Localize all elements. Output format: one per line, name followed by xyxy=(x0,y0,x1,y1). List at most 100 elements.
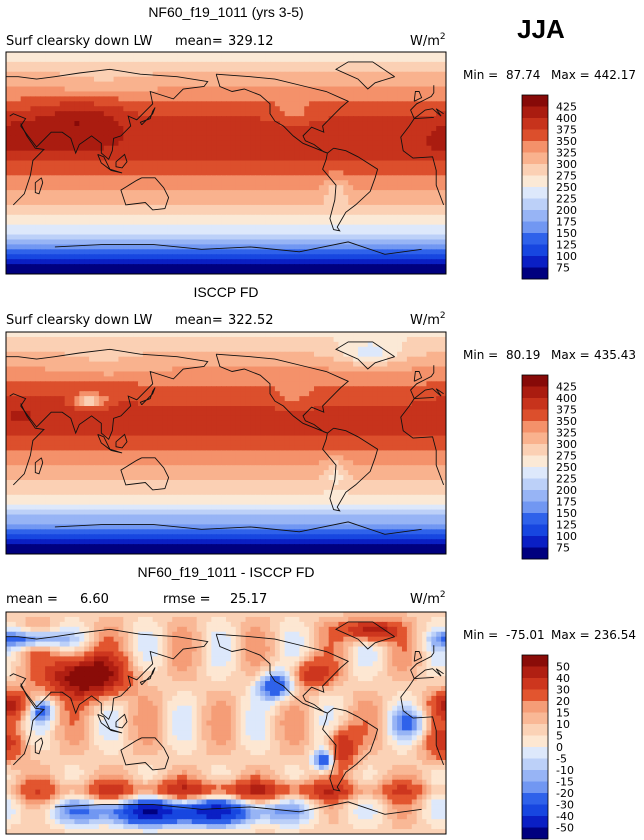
heatmap-cell xyxy=(59,91,66,97)
heatmap-cell xyxy=(84,130,90,137)
heatmap-cell xyxy=(45,376,51,382)
heatmap-cell xyxy=(309,145,315,152)
heatmap-cell xyxy=(89,254,95,260)
heatmap-cell xyxy=(309,234,315,241)
heatmap-cell xyxy=(167,346,173,353)
heatmap-cell xyxy=(59,336,66,343)
heatmap-cell xyxy=(377,224,384,231)
heatmap-cell xyxy=(182,371,188,377)
heatmap-cell xyxy=(279,140,286,147)
heatmap-cell xyxy=(348,81,354,88)
heatmap-cell xyxy=(108,165,115,171)
heatmap-cell xyxy=(304,52,310,58)
heatmap-cell xyxy=(152,81,159,88)
heatmap-cell xyxy=(20,239,27,245)
heatmap-cell xyxy=(113,76,120,83)
heatmap-cell xyxy=(89,66,95,73)
heatmap-cell xyxy=(299,126,305,132)
heatmap-cell xyxy=(353,91,359,97)
heatmap-cell xyxy=(328,180,335,186)
heatmap-cell xyxy=(274,336,281,343)
heatmap-cell xyxy=(157,81,164,88)
heatmap-cell xyxy=(265,332,271,338)
heatmap-cell xyxy=(15,219,22,226)
heatmap-cell xyxy=(318,101,325,107)
heatmap-cell xyxy=(387,91,393,97)
heatmap-cell xyxy=(113,91,120,97)
heatmap-cell xyxy=(40,209,46,216)
heatmap-cell xyxy=(338,91,344,97)
heatmap-cell xyxy=(74,229,80,236)
heatmap-cell xyxy=(304,160,310,167)
heatmap-cell xyxy=(138,239,144,245)
heatmap-cell xyxy=(426,101,432,107)
heatmap-cell xyxy=(338,224,344,231)
heatmap-cell xyxy=(6,140,12,147)
heatmap-cell xyxy=(431,346,437,353)
heatmap-cell xyxy=(123,234,129,241)
heatmap-cell xyxy=(367,126,374,132)
heatmap-cell xyxy=(147,185,154,191)
heatmap-cell xyxy=(10,106,17,112)
heatmap-cell xyxy=(94,224,100,231)
heatmap-cell xyxy=(333,155,340,162)
heatmap-cell xyxy=(162,190,168,196)
heatmap-cell xyxy=(84,185,90,191)
heatmap-cell xyxy=(426,130,432,137)
heatmap-cell xyxy=(186,126,193,132)
heatmap-cell xyxy=(348,76,354,83)
heatmap-cell xyxy=(226,366,232,373)
heatmap-cell xyxy=(94,160,100,167)
heatmap-cell xyxy=(226,86,232,93)
heatmap-cell xyxy=(294,200,300,206)
heatmap-cell xyxy=(84,332,90,338)
heatmap-cell xyxy=(367,254,374,260)
heatmap-cell xyxy=(436,351,442,358)
heatmap-cell xyxy=(123,140,129,147)
heatmap-cell xyxy=(89,170,95,176)
heatmap-cell xyxy=(265,234,271,241)
heatmap-cell xyxy=(397,56,403,63)
heatmap-cell xyxy=(353,269,359,274)
heatmap-cell xyxy=(216,150,222,157)
heatmap-cell xyxy=(20,66,27,73)
heatmap-cell xyxy=(35,234,41,241)
heatmap-cell xyxy=(108,145,115,152)
heatmap-cell xyxy=(274,264,281,270)
heatmap-cell xyxy=(152,351,159,358)
heatmap-cell xyxy=(441,135,446,142)
heatmap-cell xyxy=(59,52,66,58)
heatmap-cell xyxy=(441,71,446,78)
heatmap-cell xyxy=(426,269,432,274)
heatmap-cell xyxy=(397,239,403,245)
heatmap-cell xyxy=(265,214,271,221)
heatmap-cell xyxy=(230,52,237,58)
heatmap-cell xyxy=(279,332,286,338)
heatmap-cell xyxy=(128,209,134,216)
heatmap-cell xyxy=(377,86,384,93)
heatmap-cell xyxy=(372,234,379,241)
heatmap-cell xyxy=(328,204,335,211)
heatmap-cell xyxy=(323,71,330,78)
heatmap-cell xyxy=(328,140,335,147)
heatmap-cell xyxy=(314,52,320,58)
heatmap-cell xyxy=(304,366,310,373)
heatmap-cell xyxy=(289,346,296,353)
heatmap-cell xyxy=(79,175,85,181)
heatmap-cell xyxy=(230,175,237,181)
heatmap-cell xyxy=(397,254,403,260)
heatmap-cell xyxy=(304,195,310,201)
heatmap-cell xyxy=(45,185,51,191)
heatmap-cell xyxy=(333,165,340,171)
heatmap-cell xyxy=(186,106,193,112)
heatmap-cell xyxy=(358,52,364,58)
heatmap-cell xyxy=(318,56,325,63)
heatmap-cell xyxy=(406,244,413,250)
heatmap-cell xyxy=(147,135,154,142)
heatmap-cell xyxy=(309,185,315,191)
heatmap-cell xyxy=(318,116,325,122)
heatmap-cell xyxy=(133,376,139,382)
heatmap-cell xyxy=(240,254,247,260)
heatmap-cell xyxy=(294,356,300,363)
heatmap-cell xyxy=(265,209,271,216)
